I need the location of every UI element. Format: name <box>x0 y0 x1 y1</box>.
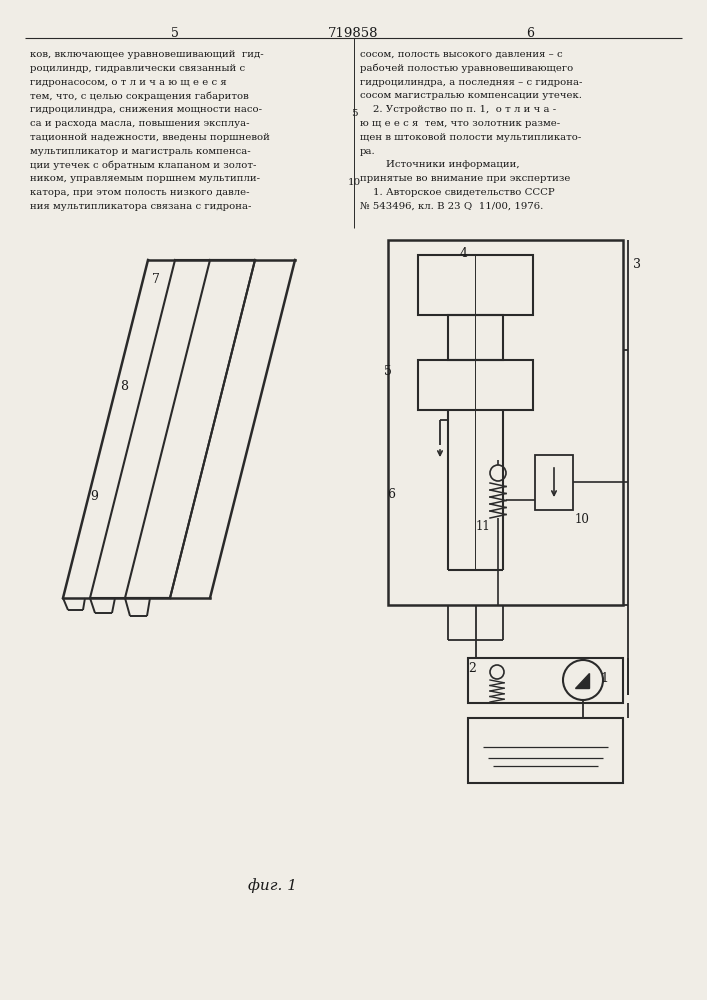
Bar <box>448 315 503 360</box>
Text: 1. Авторское свидетельство СССР: 1. Авторское свидетельство СССР <box>360 188 554 197</box>
Text: 5: 5 <box>351 109 357 118</box>
Text: 719858: 719858 <box>328 27 378 40</box>
Text: сосом, полость высокого давления – с: сосом, полость высокого давления – с <box>360 50 563 59</box>
Text: 10: 10 <box>575 513 590 526</box>
Text: гидронасосом, о т л и ч а ю щ е е с я: гидронасосом, о т л и ч а ю щ е е с я <box>30 78 227 87</box>
Text: 7: 7 <box>152 273 160 286</box>
Text: 2: 2 <box>468 662 476 675</box>
Text: гидроцилиндра, а последняя – с гидрона-: гидроцилиндра, а последняя – с гидрона- <box>360 78 583 87</box>
Text: ником, управляемым поршнем мультипли-: ником, управляемым поршнем мультипли- <box>30 174 260 183</box>
Text: 6: 6 <box>526 27 534 40</box>
Text: тем, что, с целью сокращения габаритов: тем, что, с целью сокращения габаритов <box>30 91 249 101</box>
Text: ра.: ра. <box>360 147 375 156</box>
Text: 4: 4 <box>460 247 468 260</box>
Bar <box>468 658 623 703</box>
Text: 11: 11 <box>476 520 491 533</box>
Text: рабочей полостью уравновешивающего: рабочей полостью уравновешивающего <box>360 64 573 73</box>
Text: принятые во внимание при экспертизе: принятые во внимание при экспертизе <box>360 174 571 183</box>
Bar <box>535 455 573 510</box>
Text: 5: 5 <box>384 365 392 378</box>
Text: 2. Устройство по п. 1,  о т л и ч а -: 2. Устройство по п. 1, о т л и ч а - <box>360 105 556 114</box>
Text: 8: 8 <box>120 380 128 393</box>
Text: 6: 6 <box>387 488 395 501</box>
Text: Источники информации,: Источники информации, <box>360 160 520 169</box>
Text: ния мультипликатора связана с гидрона-: ния мультипликатора связана с гидрона- <box>30 202 252 211</box>
Text: 5: 5 <box>171 27 179 40</box>
Text: 1: 1 <box>600 672 608 685</box>
Text: катора, при этом полость низкого давле-: катора, при этом полость низкого давле- <box>30 188 250 197</box>
Text: ю щ е е с я  тем, что золотник разме-: ю щ е е с я тем, что золотник разме- <box>360 119 560 128</box>
Text: 3: 3 <box>633 258 641 271</box>
Text: фиг. 1: фиг. 1 <box>248 878 297 893</box>
Text: ков, включающее уравновешивающий  гид-: ков, включающее уравновешивающий гид- <box>30 50 264 59</box>
Bar <box>468 718 623 783</box>
Text: мультипликатор и магистраль компенса-: мультипликатор и магистраль компенса- <box>30 147 250 156</box>
Text: тационной надежности, введены поршневой: тационной надежности, введены поршневой <box>30 133 270 142</box>
Text: роцилиндр, гидравлически связанный с: роцилиндр, гидравлически связанный с <box>30 64 245 73</box>
Text: гидроцилиндра, снижения мощности насо-: гидроцилиндра, снижения мощности насо- <box>30 105 262 114</box>
Text: са и расхода масла, повышения эксплуа-: са и расхода масла, повышения эксплуа- <box>30 119 250 128</box>
Text: № 543496, кл. В 23 Q  11/00, 1976.: № 543496, кл. В 23 Q 11/00, 1976. <box>360 202 544 211</box>
Text: 10: 10 <box>347 178 361 187</box>
Polygon shape <box>575 673 589 688</box>
Text: 9: 9 <box>90 490 98 503</box>
Text: сосом магистралью компенсации утечек.: сосом магистралью компенсации утечек. <box>360 91 582 100</box>
Bar <box>388 240 623 605</box>
Bar <box>418 255 533 315</box>
Bar <box>418 360 533 410</box>
Text: ции утечек с обратным клапаном и золот-: ции утечек с обратным клапаном и золот- <box>30 160 257 170</box>
Text: щен в штоковой полости мультипликато-: щен в штоковой полости мультипликато- <box>360 133 581 142</box>
